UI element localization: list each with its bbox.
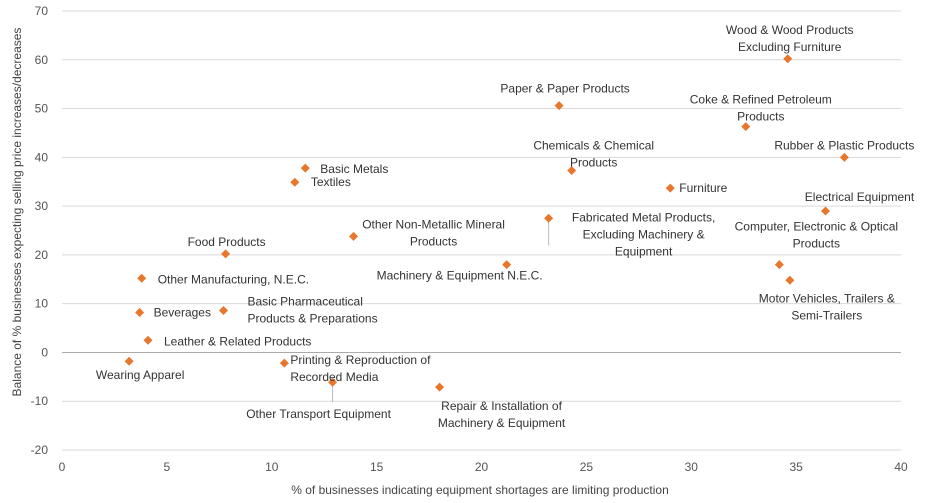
x-tick-label: 35 — [789, 460, 803, 474]
x-tick-label: 30 — [685, 460, 699, 474]
y-tick-label: 10 — [35, 297, 49, 311]
data-point-label: Machinery & Equipment N.E.C. — [377, 269, 543, 283]
y-tick-label: -20 — [31, 443, 49, 457]
data-point-label: Fabricated Metal Products, Excluding Mach… — [572, 210, 715, 258]
data-point-marker — [774, 260, 784, 270]
data-point-label: Basic Metals — [320, 162, 388, 176]
data-point-marker — [328, 377, 338, 387]
data-point-label: Other Non-Metallic Mineral Products — [362, 217, 505, 248]
x-tick-label: 20 — [475, 460, 489, 474]
x-tick-label: 25 — [580, 460, 594, 474]
data-point-label: Textiles — [311, 175, 351, 189]
data-point-marker — [137, 273, 147, 283]
y-tick-label: 60 — [35, 53, 49, 67]
x-tick-label: 15 — [370, 460, 384, 474]
y-tick-label: 70 — [35, 4, 49, 18]
data-point-marker — [502, 260, 512, 270]
data-point-marker — [544, 213, 554, 223]
data-point-marker — [783, 54, 793, 64]
data-point-marker — [567, 166, 577, 176]
x-axis-ticks: 0 5 10 15 20 25 30 35 40 — [59, 460, 908, 474]
data-point-marker — [219, 305, 229, 315]
x-axis-title: % of businesses indicating equipment sho… — [291, 483, 669, 497]
data-point-label: Leather & Related Products — [164, 334, 311, 348]
data-point-label: Computer, Electronic & Optical Products — [735, 220, 898, 251]
x-tick-label: 0 — [59, 460, 66, 474]
y-axis-ticks: 70 60 50 40 30 20 10 0 -10 -20 — [31, 4, 49, 457]
data-point-label: Other Manufacturing, N.E.C. — [158, 272, 309, 286]
data-markers — [124, 54, 849, 392]
data-point-marker — [839, 152, 849, 162]
data-point-label: Chemicals & Chemical Products — [533, 139, 654, 170]
data-point-label: Basic Pharmaceutical Products & Preparati… — [248, 294, 378, 325]
data-point-label: Paper & Paper Products — [500, 82, 629, 96]
data-point-marker — [741, 122, 751, 132]
data-point-marker — [290, 177, 300, 187]
gridlines — [62, 10, 901, 451]
data-point-label: Motor Vehicles, Trailers & Semi-Trailers — [759, 291, 895, 322]
data-point-marker — [135, 307, 145, 317]
data-point-marker — [279, 358, 289, 368]
data-point-marker — [124, 356, 134, 366]
data-point-marker — [300, 163, 310, 173]
y-axis-title: Balance of % businesses expecting sellin… — [10, 28, 24, 397]
y-tick-label: 30 — [35, 199, 49, 213]
data-point-label: Repair & Installation of Machinery & Equi… — [438, 399, 566, 430]
data-point-marker — [435, 382, 445, 392]
data-point-label: Furniture — [679, 181, 727, 195]
data-point-marker — [221, 249, 231, 259]
data-point-label: Beverages — [154, 305, 211, 319]
data-point-label: Wood & Wood Products Excluding Furniture — [726, 23, 854, 54]
point-labels: Wood & Wood Products Excluding Furniture P… — [96, 23, 915, 430]
data-point-marker — [349, 231, 359, 241]
x-tick-label: 5 — [164, 460, 171, 474]
data-point-label: Food Products — [188, 235, 266, 249]
y-tick-label: -10 — [31, 394, 49, 408]
y-tick-label: 20 — [35, 248, 49, 262]
leader-lines — [332, 222, 550, 403]
data-point-label: Coke & Refined Petroleum Products — [690, 93, 832, 124]
data-point-label: Rubber & Plastic Products — [774, 138, 914, 152]
data-point-label: Electrical Equipment — [805, 190, 915, 204]
data-point-label: Other Transport Equipment — [246, 407, 391, 421]
x-tick-label: 40 — [894, 460, 908, 474]
y-tick-label: 50 — [35, 102, 49, 116]
data-point-marker — [665, 183, 675, 193]
data-point-marker — [143, 335, 153, 345]
data-point-marker — [554, 101, 564, 111]
x-tick-label: 10 — [265, 460, 279, 474]
data-point-marker — [785, 275, 795, 285]
data-point-marker — [820, 206, 830, 216]
y-tick-label: 40 — [35, 150, 49, 164]
data-point-label: Printing & Reproduction of Recorded Media — [290, 353, 431, 384]
y-tick-label: 0 — [41, 345, 48, 359]
data-point-label: Wearing Apparel — [96, 368, 185, 382]
